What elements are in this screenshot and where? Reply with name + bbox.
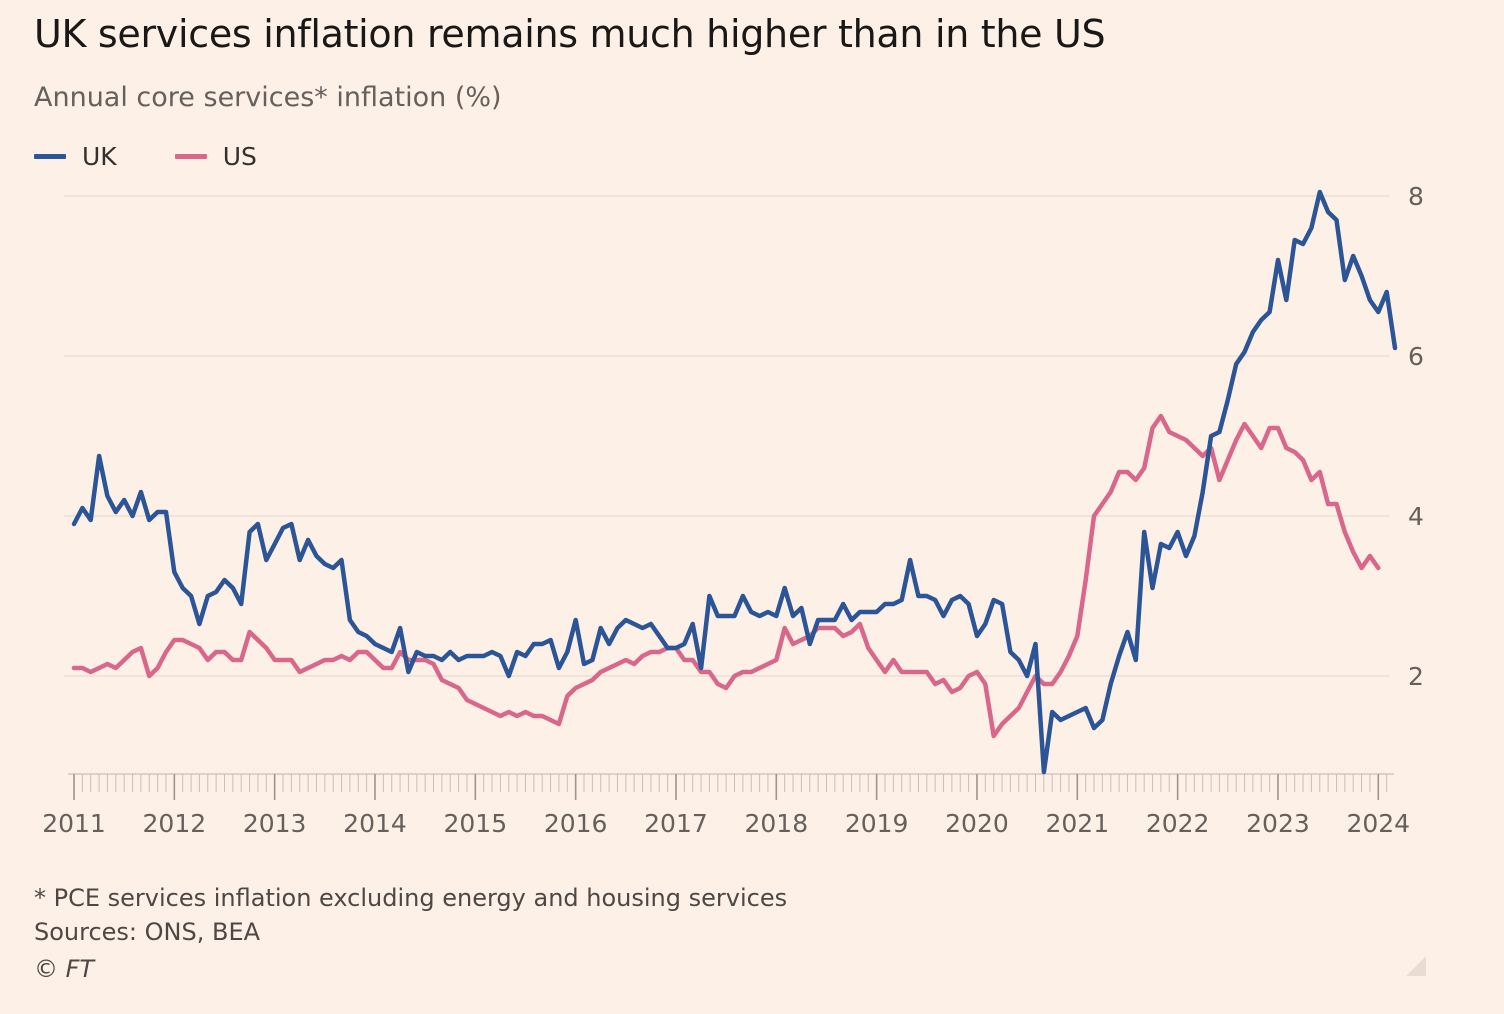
series-line-us <box>71 413 1381 739</box>
x-tick-2015: 2015 <box>444 809 508 838</box>
x-axis <box>68 773 1394 800</box>
x-tick-2019: 2019 <box>845 809 909 838</box>
legend: UK US <box>34 142 315 171</box>
y-tick-2: 2 <box>1408 662 1424 691</box>
legend-swatch-uk <box>34 154 66 159</box>
legend-item-us: US <box>174 142 257 171</box>
x-tick-2022: 2022 <box>1146 809 1210 838</box>
source-note: Sources: ONS, BEA <box>34 918 261 946</box>
legend-label-uk: UK <box>82 142 117 171</box>
x-tick-2023: 2023 <box>1246 809 1310 838</box>
x-tick-2017: 2017 <box>644 809 708 838</box>
x-tick-2016: 2016 <box>544 809 608 838</box>
chart-subtitle: Annual core services* inflation (%) <box>34 82 502 113</box>
chart-title: UK services inflation remains much highe… <box>34 12 1106 56</box>
legend-item-uk: UK <box>34 142 117 171</box>
x-tick-2012: 2012 <box>143 809 207 838</box>
x-tick-2021: 2021 <box>1045 809 1109 838</box>
footnote: * PCE services inflation excluding energ… <box>34 884 788 912</box>
gridlines <box>64 195 1390 677</box>
y-tick-6: 6 <box>1408 342 1424 371</box>
series-lines <box>71 189 1398 775</box>
y-tick-4: 4 <box>1408 502 1424 531</box>
legend-swatch-us <box>174 154 207 159</box>
legend-label-us: US <box>222 142 257 171</box>
series-line-uk <box>71 189 1398 775</box>
y-tick-8: 8 <box>1408 182 1424 211</box>
x-tick-labels: 2011 2012 2013 2014 2015 2016 2017 2018 2019 2020… <box>42 809 1410 838</box>
y-tick-labels: 2 4 6 8 <box>1408 182 1424 691</box>
x-tick-2013: 2013 <box>243 809 307 838</box>
x-tick-2014: 2014 <box>343 809 407 838</box>
x-tick-2024: 2024 <box>1346 809 1410 838</box>
resize-corner-icon <box>1406 956 1426 976</box>
copyright: © FT <box>34 955 95 983</box>
x-tick-2020: 2020 <box>945 809 1009 838</box>
x-tick-2011: 2011 <box>42 809 106 838</box>
x-tick-2018: 2018 <box>744 809 808 838</box>
